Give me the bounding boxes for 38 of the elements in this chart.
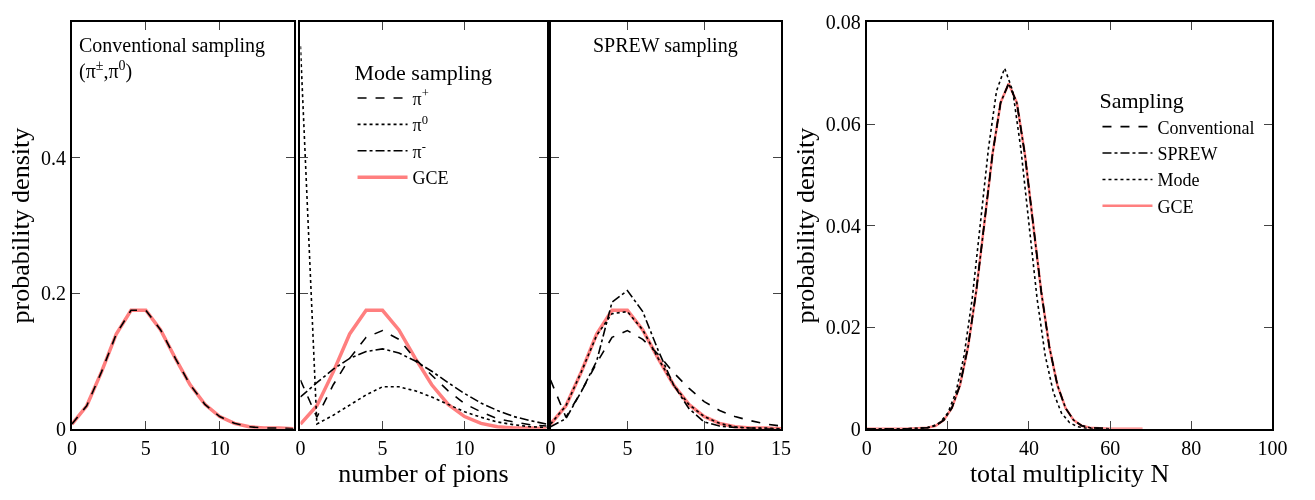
x-tick-label: 10 [454,436,475,459]
x-axis-title: number of pions [338,458,509,488]
y-tick-label: 0.4 [40,146,66,169]
x-tick-label: 60 [1100,436,1121,459]
legend-label: GCE [1157,196,1194,217]
legend-label: Conventional [1157,117,1255,138]
y-tick-label: 0.02 [825,316,861,339]
legend-title: Mode sampling [354,59,493,85]
x-axis-title: total multiplicity N [969,458,1170,488]
legend-label: π$^{-}$ [412,139,426,162]
text: SPREW sampling [593,34,738,57]
y-tick-label: 0.06 [825,113,861,136]
y-tick-label: 0.04 [825,214,861,237]
legend-label: GCE [412,168,449,189]
legend-title: Sampling [1099,88,1184,114]
legend-label: SPREW [1157,144,1218,165]
x-tick-label: 0 [545,436,556,459]
x-tick-label: 100 [1257,436,1288,459]
legend-label: π$^{0}$ [412,112,428,136]
y-axis-title: probability density [5,127,35,324]
y-tick-label: 0 [55,417,66,440]
y-tick-label: 0.08 [825,11,861,34]
x-tick-label: 0 [295,436,306,459]
legend-label: π$^{+}$ [412,86,429,109]
x-tick-label: 5 [622,436,633,459]
y-tick-label: 0.2 [40,282,66,305]
x-tick-label: 5 [377,436,388,459]
y-axis-title: probability density [790,127,820,324]
text: Conventional sampling (π$^{±}$,π$^{0}$) [79,34,266,83]
x-tick-label: 5 [140,436,151,459]
x-tick-label: 10 [694,436,715,459]
x-tick-label: 40 [1018,436,1039,459]
x-tick-label: 10 [209,436,230,459]
x-tick-label: 80 [1181,436,1202,459]
y-tick-label: 0 [850,417,861,440]
x-tick-label: 20 [937,436,958,459]
legend-label: Mode [1157,170,1200,191]
x-tick-label: 15 [771,436,792,459]
